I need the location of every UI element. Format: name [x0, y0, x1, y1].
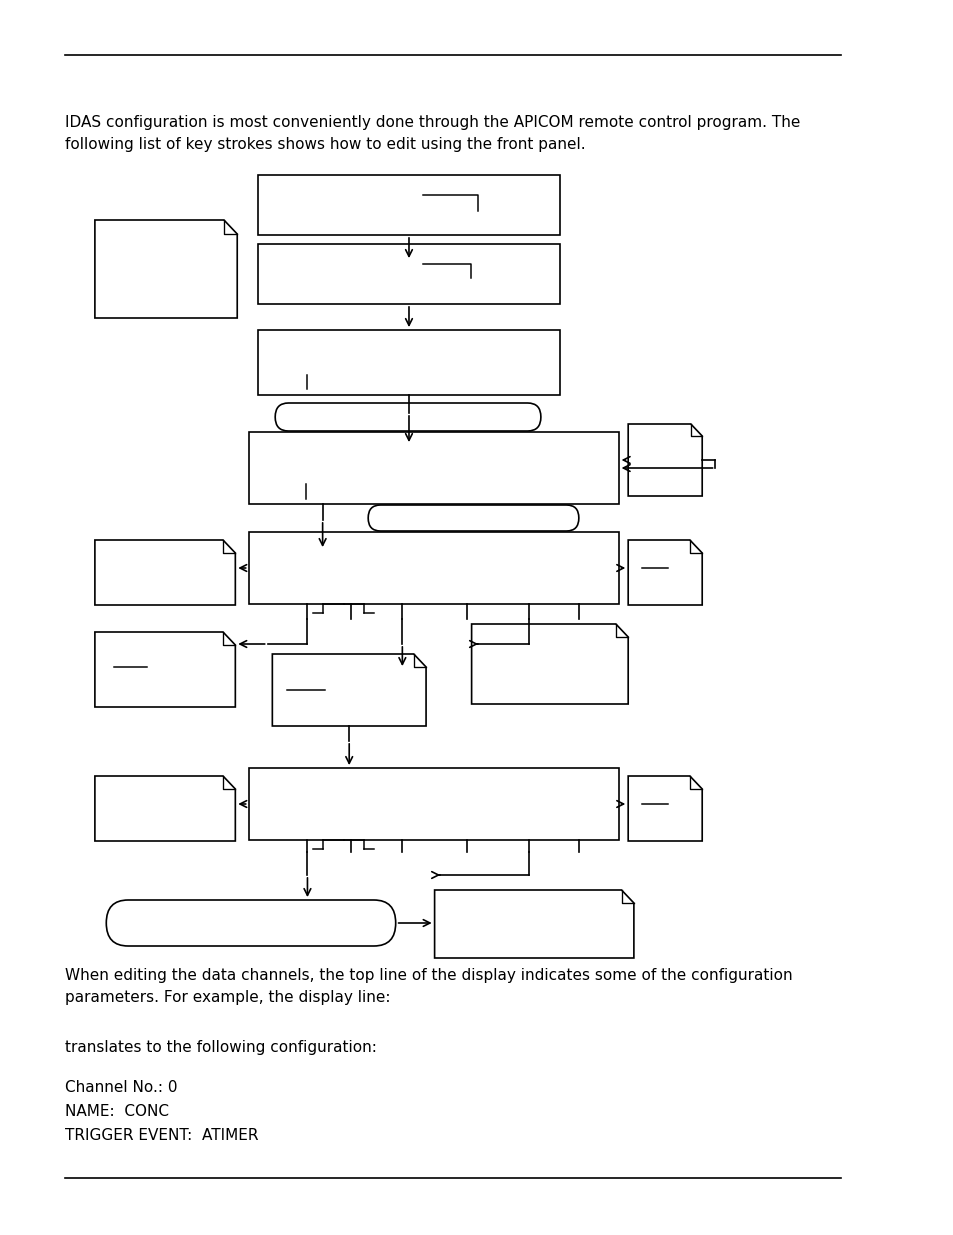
Text: Channel No.: 0
NAME:  CONC
TRIGGER EVENT:  ATIMER: Channel No.: 0 NAME: CONC TRIGGER EVENT:… [65, 1079, 257, 1144]
Text: IDAS configuration is most conveniently done through the APICOM remote control p: IDAS configuration is most conveniently … [65, 115, 799, 152]
Text: When editing the data channels, the top line of the display indicates some of th: When editing the data channels, the top … [65, 968, 791, 1004]
Polygon shape [94, 776, 235, 841]
Polygon shape [94, 632, 235, 706]
Bar [249, 532, 618, 604]
Polygon shape [272, 655, 426, 726]
Polygon shape [435, 890, 633, 958]
FancyBboxPatch shape [274, 403, 540, 431]
Bar [258, 330, 559, 395]
Polygon shape [627, 540, 701, 605]
Polygon shape [94, 540, 235, 605]
Polygon shape [627, 776, 701, 841]
Bar [249, 768, 618, 840]
Polygon shape [627, 424, 701, 496]
Bar [258, 245, 559, 304]
Bar [258, 175, 559, 235]
Text: translates to the following configuration:: translates to the following configuratio… [65, 1040, 376, 1055]
Bar [249, 432, 618, 504]
FancyBboxPatch shape [368, 505, 578, 531]
FancyBboxPatch shape [106, 900, 395, 946]
Polygon shape [471, 624, 627, 704]
Polygon shape [94, 220, 237, 317]
